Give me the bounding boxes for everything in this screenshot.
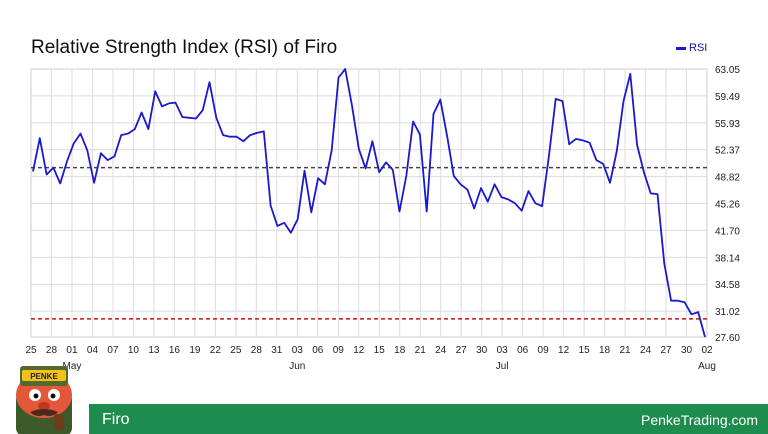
penke-mascot-logo: PENKE (16, 366, 72, 434)
x-tick-label: 04 (87, 345, 99, 356)
x-tick-label: 21 (619, 345, 631, 356)
x-tick-label: 10 (128, 345, 140, 356)
x-tick-label: 28 (46, 345, 58, 356)
x-tick-label: 25 (25, 345, 37, 356)
x-tick-label: 03 (292, 345, 304, 356)
y-tick-label: 48.82 (715, 173, 740, 184)
y-tick-label: 31.02 (715, 307, 740, 318)
plot-area (30, 68, 708, 338)
x-tick-label: 25 (230, 345, 242, 356)
x-tick-label: 06 (517, 345, 529, 356)
x-tick-label: 12 (353, 345, 365, 356)
y-tick-label: 41.70 (715, 226, 740, 237)
x-axis: 25 28 01 04 07 10 13 16 19 22 25 28 31 03 06 09 12 15 18 21… (25, 345, 715, 372)
legend: RSI (676, 42, 707, 54)
footer-bar: Firo PenkeTrading.com (89, 404, 768, 434)
x-tick-label: 21 (415, 345, 427, 356)
x-tick-label: 01 (66, 345, 78, 356)
x-tick-label: 02 (701, 345, 713, 356)
y-tick-label: 63.05 (715, 65, 740, 76)
x-tick-label: 13 (148, 345, 160, 356)
x-tick-label: 30 (476, 345, 488, 356)
rsi-chart: 63.05 59.49 55.93 52.37 48.82 45.26 41.70 38.14… (25, 65, 740, 372)
x-tick-label: 28 (251, 345, 263, 356)
x-tick-label: 18 (599, 345, 611, 356)
grid (30, 68, 708, 338)
x-tick-label: 09 (333, 345, 345, 356)
month-label: May (63, 361, 82, 372)
x-tick-label: 09 (538, 345, 550, 356)
y-tick-label: 55.93 (715, 119, 740, 130)
x-tick-label: 15 (374, 345, 386, 356)
x-tick-label: 30 (681, 345, 693, 356)
y-tick-label: 38.14 (715, 253, 740, 264)
month-label: Aug (698, 361, 716, 372)
month-label: Jul (496, 361, 509, 372)
x-tick-label: 06 (312, 345, 324, 356)
legend-swatch (676, 46, 686, 50)
x-tick-label: 18 (394, 345, 406, 356)
y-axis: 63.05 59.49 55.93 52.37 48.82 45.26 41.70 38.14… (715, 65, 740, 344)
x-tick-label: 07 (107, 345, 119, 356)
series-line-rsi (32, 68, 706, 338)
legend-label: RSI (689, 42, 708, 54)
x-tick-label: 03 (497, 345, 509, 356)
site-link[interactable]: PenkeTrading.com (641, 412, 758, 428)
x-tick-label: 24 (435, 345, 447, 356)
x-tick-label: 15 (579, 345, 591, 356)
x-tick-label: 16 (169, 345, 181, 356)
x-tick-label: 12 (558, 345, 570, 356)
x-tick-label: 24 (640, 345, 652, 356)
x-tick-label: 27 (660, 345, 672, 356)
reference-lines (31, 166, 707, 320)
x-tick-label: 19 (189, 345, 201, 356)
y-tick-label: 45.26 (715, 199, 740, 210)
x-tick-label: 22 (210, 345, 222, 356)
month-label: Jun (289, 361, 305, 372)
chart-title: Relative Strength Index (RSI) of Firo (31, 37, 338, 58)
y-tick-label: 27.60 (715, 333, 740, 344)
y-tick-label: 34.58 (715, 280, 740, 291)
series-layer (32, 68, 706, 338)
y-tick-label: 59.49 (715, 92, 740, 103)
x-tick-label: 27 (456, 345, 468, 356)
y-tick-label: 52.37 (715, 146, 740, 157)
asset-name: Firo (102, 411, 130, 428)
x-tick-label: 31 (271, 345, 283, 356)
logo-badge-text: PENKE (30, 372, 58, 381)
